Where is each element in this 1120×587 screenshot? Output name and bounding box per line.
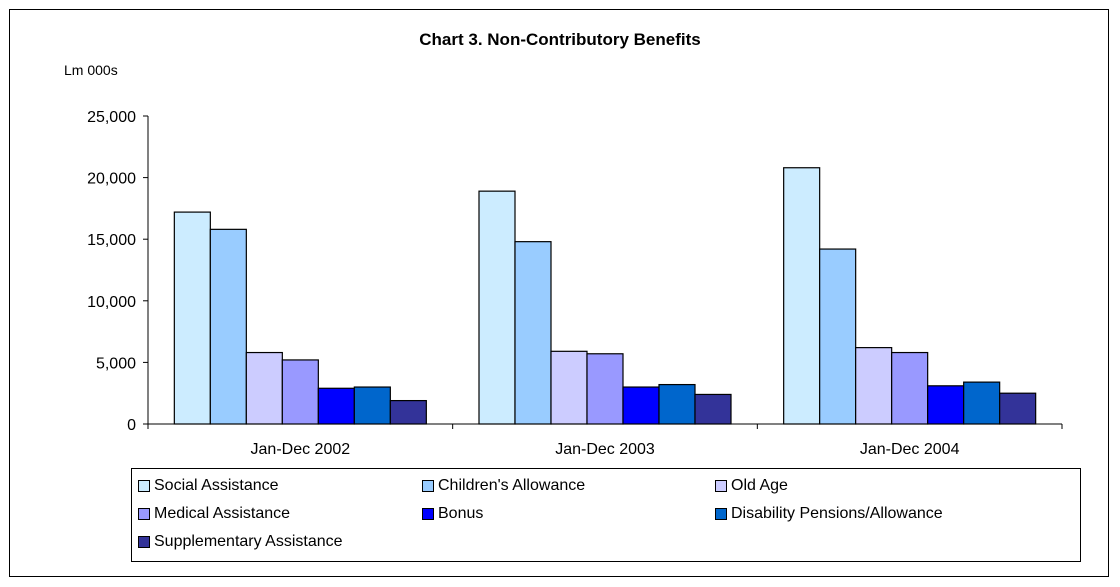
bar bbox=[317, 387, 355, 425]
legend-swatch bbox=[422, 480, 434, 492]
bar bbox=[622, 386, 660, 425]
y-tick-label: 0 bbox=[127, 417, 136, 434]
legend-label: Supplementary Assistance bbox=[154, 533, 343, 550]
legend-label: Medical Assistance bbox=[154, 505, 291, 522]
bar bbox=[281, 359, 319, 425]
bar bbox=[855, 347, 893, 425]
legend-label: Bonus bbox=[438, 505, 484, 522]
bar bbox=[514, 241, 552, 425]
y-tick-label: 25,000 bbox=[87, 109, 136, 126]
bar bbox=[694, 393, 732, 425]
bar bbox=[550, 350, 588, 425]
y-tick-label: 10,000 bbox=[87, 294, 136, 311]
bar bbox=[891, 351, 929, 425]
legend-swatch bbox=[715, 480, 727, 492]
bar bbox=[783, 167, 821, 425]
bar bbox=[209, 228, 247, 425]
bar bbox=[586, 353, 624, 425]
legend-swatch bbox=[138, 536, 150, 548]
bar bbox=[353, 386, 391, 425]
legend-item: Medical Assistance bbox=[138, 505, 290, 523]
bar bbox=[658, 383, 696, 425]
legend-item: Social Assistance bbox=[138, 477, 279, 495]
bar bbox=[963, 381, 1001, 425]
bar bbox=[999, 392, 1037, 425]
legend-label: Social Assistance bbox=[154, 477, 279, 494]
bar bbox=[245, 351, 283, 425]
legend-item: Old Age bbox=[715, 477, 788, 495]
y-tick-label: 15,000 bbox=[87, 232, 136, 249]
legend-label: Old Age bbox=[731, 477, 788, 494]
legend-swatch bbox=[715, 508, 727, 520]
y-tick-label: 20,000 bbox=[87, 171, 136, 188]
bar bbox=[819, 248, 857, 425]
bar bbox=[173, 211, 211, 425]
y-tick-label: 5,000 bbox=[96, 355, 136, 372]
chart-title: Chart 3. Non-Contributory Benefits bbox=[419, 30, 701, 49]
legend-swatch bbox=[138, 480, 150, 492]
legend-swatch bbox=[422, 508, 434, 520]
legend-label: Disability Pensions/Allowance bbox=[731, 505, 943, 522]
chart-legend: Social Assistance Children's Allowance Old… bbox=[131, 468, 1081, 562]
legend-item: Bonus bbox=[422, 505, 483, 523]
legend-item: Disability Pensions/Allowance bbox=[715, 505, 943, 523]
legend-swatch bbox=[138, 508, 150, 520]
legend-item: Supplementary Assistance bbox=[138, 533, 343, 551]
y-axis-unit-label: Lm 000s bbox=[64, 62, 118, 78]
legend-item: Children's Allowance bbox=[422, 477, 585, 495]
x-tick-label: Jan-Dec 2004 bbox=[860, 441, 960, 458]
x-tick-label: Jan-Dec 2003 bbox=[555, 441, 655, 458]
bar bbox=[478, 190, 516, 425]
bar bbox=[389, 399, 427, 425]
legend-label: Children's Allowance bbox=[438, 477, 586, 494]
x-tick-label: Jan-Dec 2002 bbox=[251, 441, 351, 458]
bar bbox=[927, 385, 965, 425]
